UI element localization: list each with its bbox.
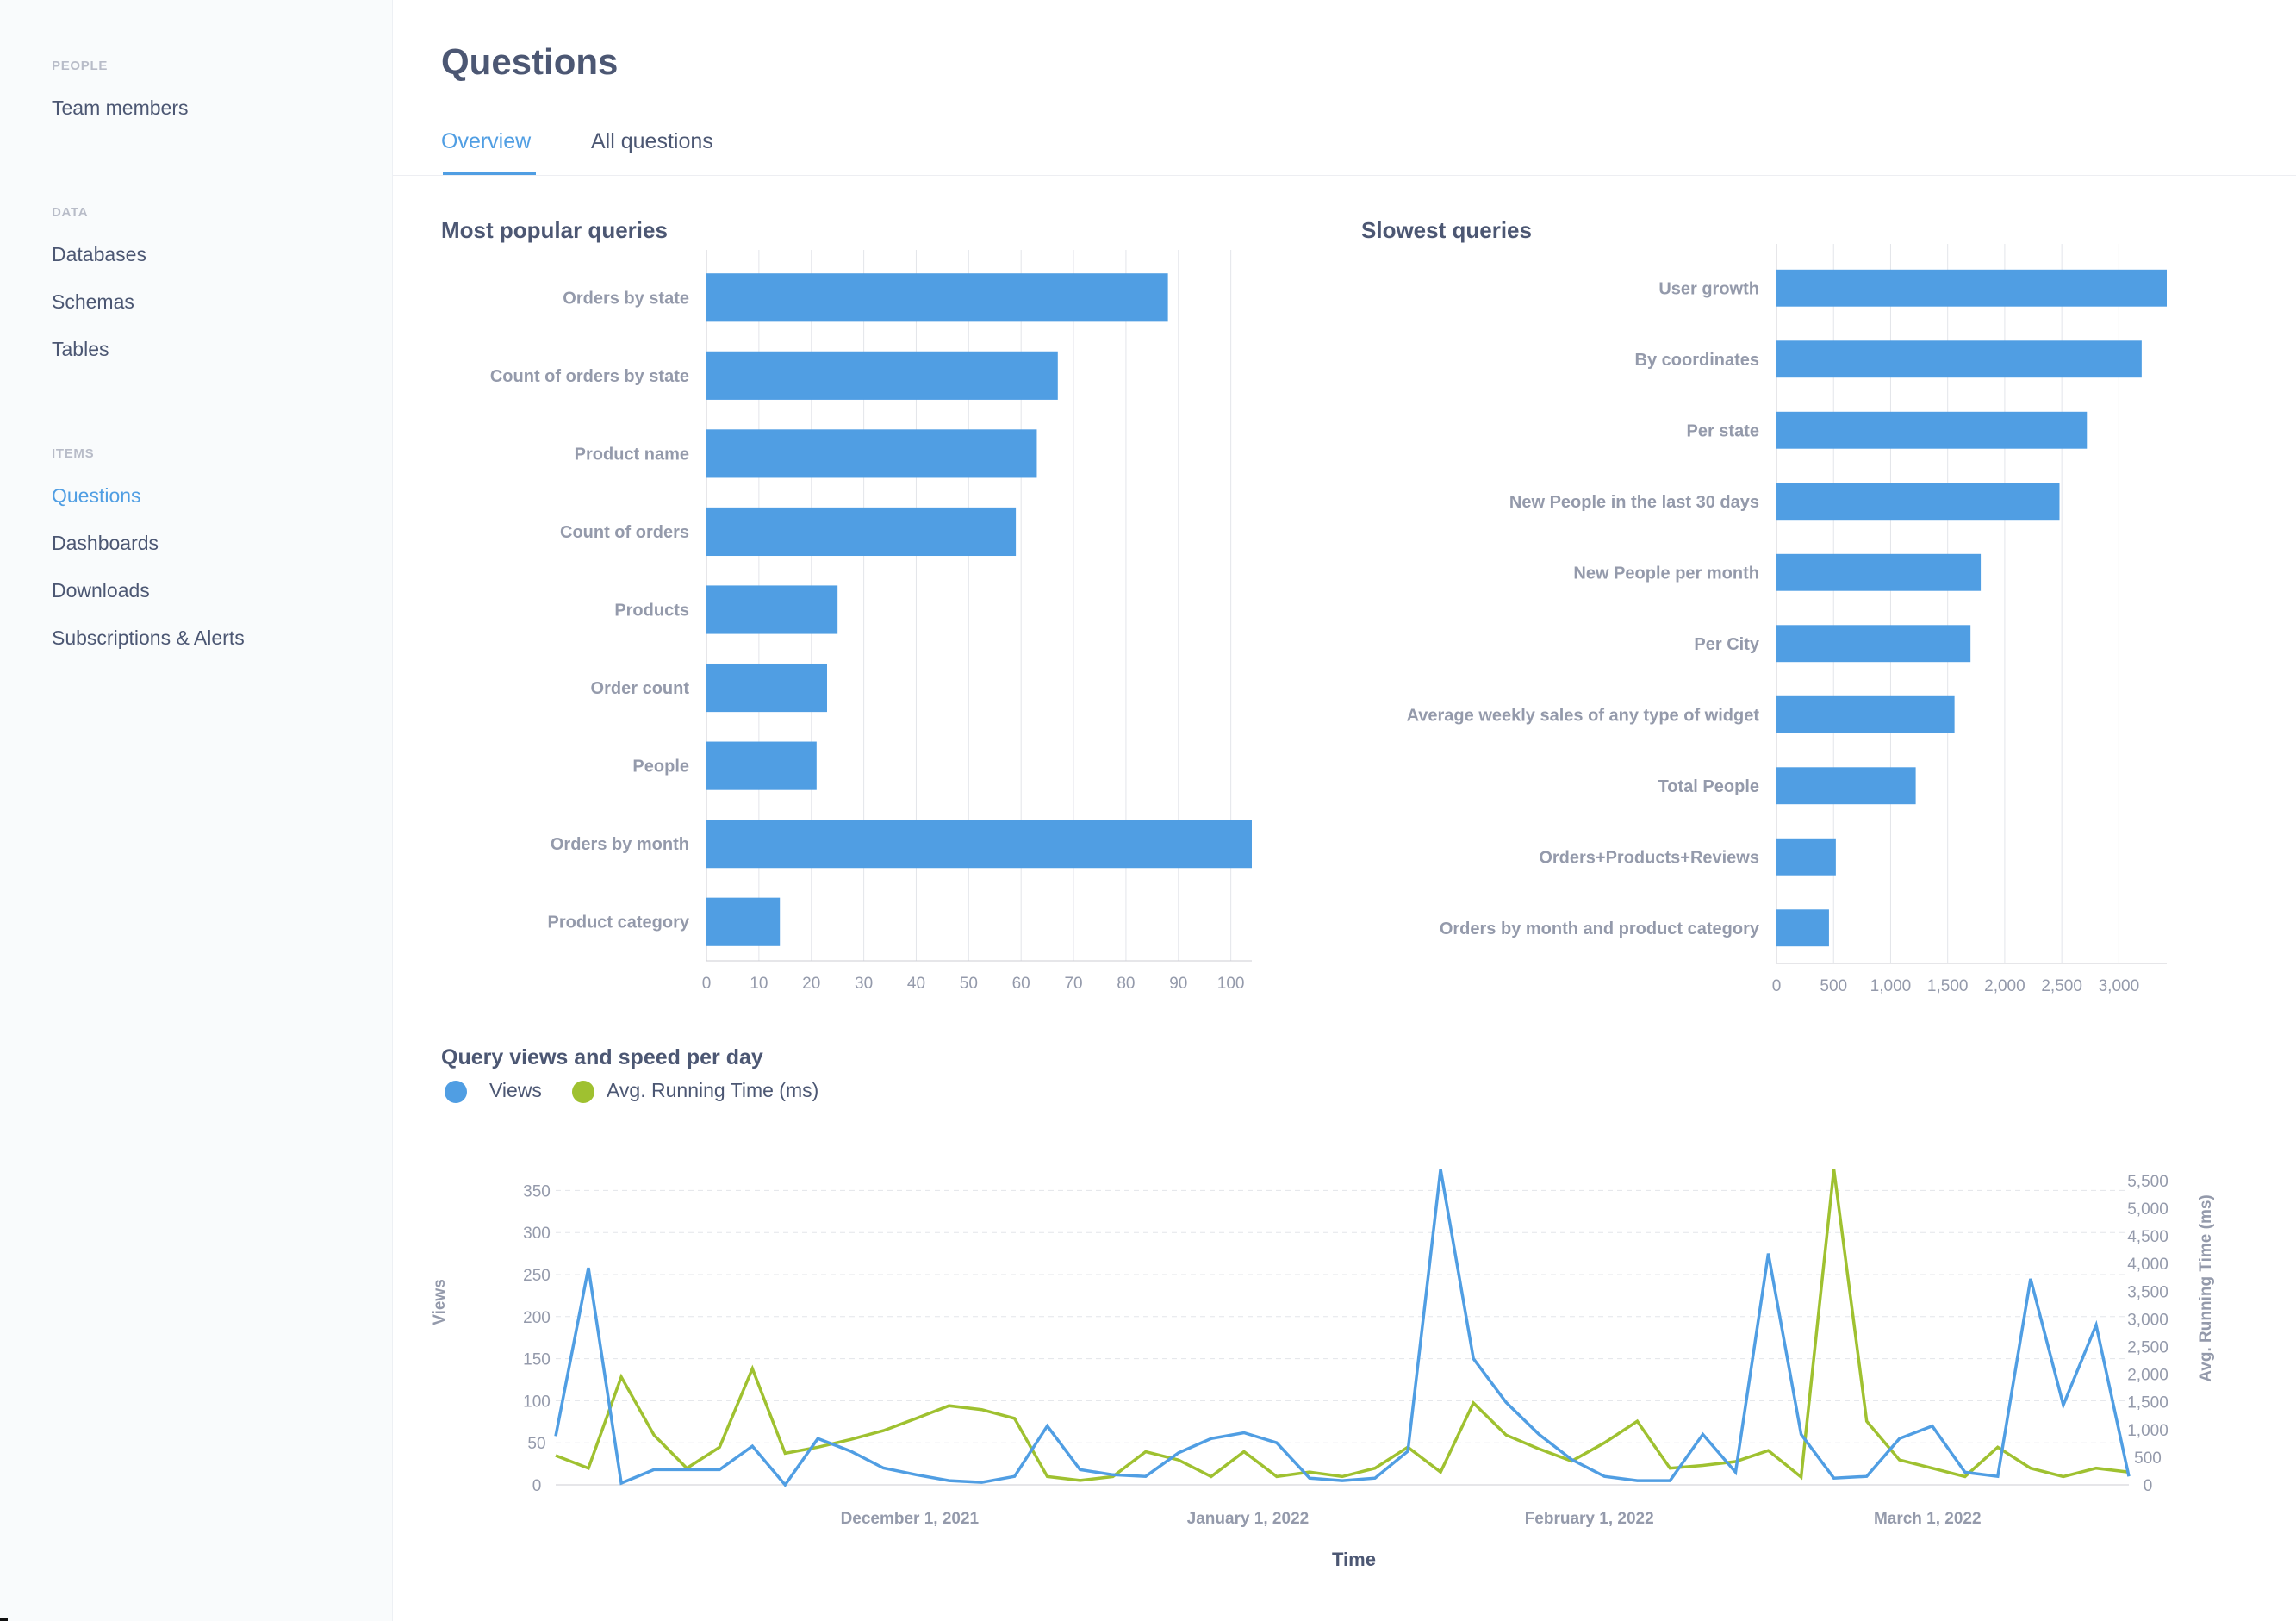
svg-text:Orders+Products+Reviews: Orders+Products+Reviews <box>1539 848 1759 867</box>
svg-text:2,000: 2,000 <box>2127 1367 2168 1385</box>
svg-text:March 1, 2022: March 1, 2022 <box>1874 1510 1982 1528</box>
svg-text:3,500: 3,500 <box>2127 1283 2168 1301</box>
svg-text:Per City: Per City <box>1694 635 1759 654</box>
svg-text:200: 200 <box>523 1309 551 1327</box>
svg-text:February 1, 2022: February 1, 2022 <box>1525 1510 1654 1528</box>
svg-text:1,500: 1,500 <box>2127 1394 2168 1412</box>
svg-text:By coordinates: By coordinates <box>1635 351 1759 370</box>
svg-text:2,500: 2,500 <box>2127 1338 2168 1356</box>
svg-text:January 1, 2022: January 1, 2022 <box>1187 1510 1310 1528</box>
svg-text:Views: Views <box>431 1279 449 1325</box>
svg-text:50: 50 <box>527 1435 545 1453</box>
svg-text:500: 500 <box>1820 977 1847 995</box>
svg-text:Orders by month and product ca: Orders by month and product category <box>1440 920 1760 938</box>
svg-text:100: 100 <box>523 1393 551 1411</box>
svg-text:3,000: 3,000 <box>2127 1311 2168 1329</box>
svg-text:New People in the last 30 days: New People in the last 30 days <box>1509 493 1759 512</box>
svg-text:1,000: 1,000 <box>1870 977 1912 995</box>
svg-text:4,000: 4,000 <box>2127 1256 2168 1274</box>
svg-text:150: 150 <box>523 1351 551 1369</box>
svg-text:1,500: 1,500 <box>1927 977 1969 995</box>
svg-text:0: 0 <box>1772 977 1782 995</box>
svg-text:500: 500 <box>2134 1450 2162 1468</box>
svg-text:Per state: Per state <box>1687 421 1760 440</box>
svg-text:3,000: 3,000 <box>2099 977 2140 995</box>
svg-text:250: 250 <box>523 1267 551 1285</box>
svg-text:350: 350 <box>523 1182 551 1200</box>
svg-text:Avg. Running Time (ms): Avg. Running Time (ms) <box>2197 1194 2215 1381</box>
svg-text:300: 300 <box>523 1225 551 1243</box>
svg-text:0: 0 <box>532 1477 542 1495</box>
svg-text:4,500: 4,500 <box>2127 1228 2168 1246</box>
svg-text:User growth: User growth <box>1658 279 1759 298</box>
svg-text:Average weekly sales of any ty: Average weekly sales of any type of widg… <box>1407 706 1760 725</box>
svg-text:Total People: Total People <box>1658 777 1759 796</box>
svg-text:December 1, 2021: December 1, 2021 <box>841 1510 980 1528</box>
svg-text:2,000: 2,000 <box>1984 977 2025 995</box>
svg-text:5,500: 5,500 <box>2127 1173 2168 1191</box>
svg-text:1,000: 1,000 <box>2127 1422 2168 1440</box>
svg-text:0: 0 <box>2144 1477 2153 1495</box>
svg-text:2,500: 2,500 <box>2041 977 2082 995</box>
svg-text:5,000: 5,000 <box>2127 1200 2168 1219</box>
svg-text:New People per month: New People per month <box>1573 564 1759 583</box>
